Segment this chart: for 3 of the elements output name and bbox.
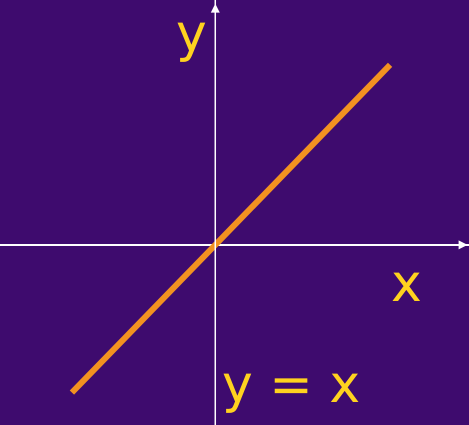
x-axis-title: x — [391, 254, 422, 314]
y-axis-title: y — [176, 4, 207, 64]
annotation: y = x — [222, 355, 360, 415]
